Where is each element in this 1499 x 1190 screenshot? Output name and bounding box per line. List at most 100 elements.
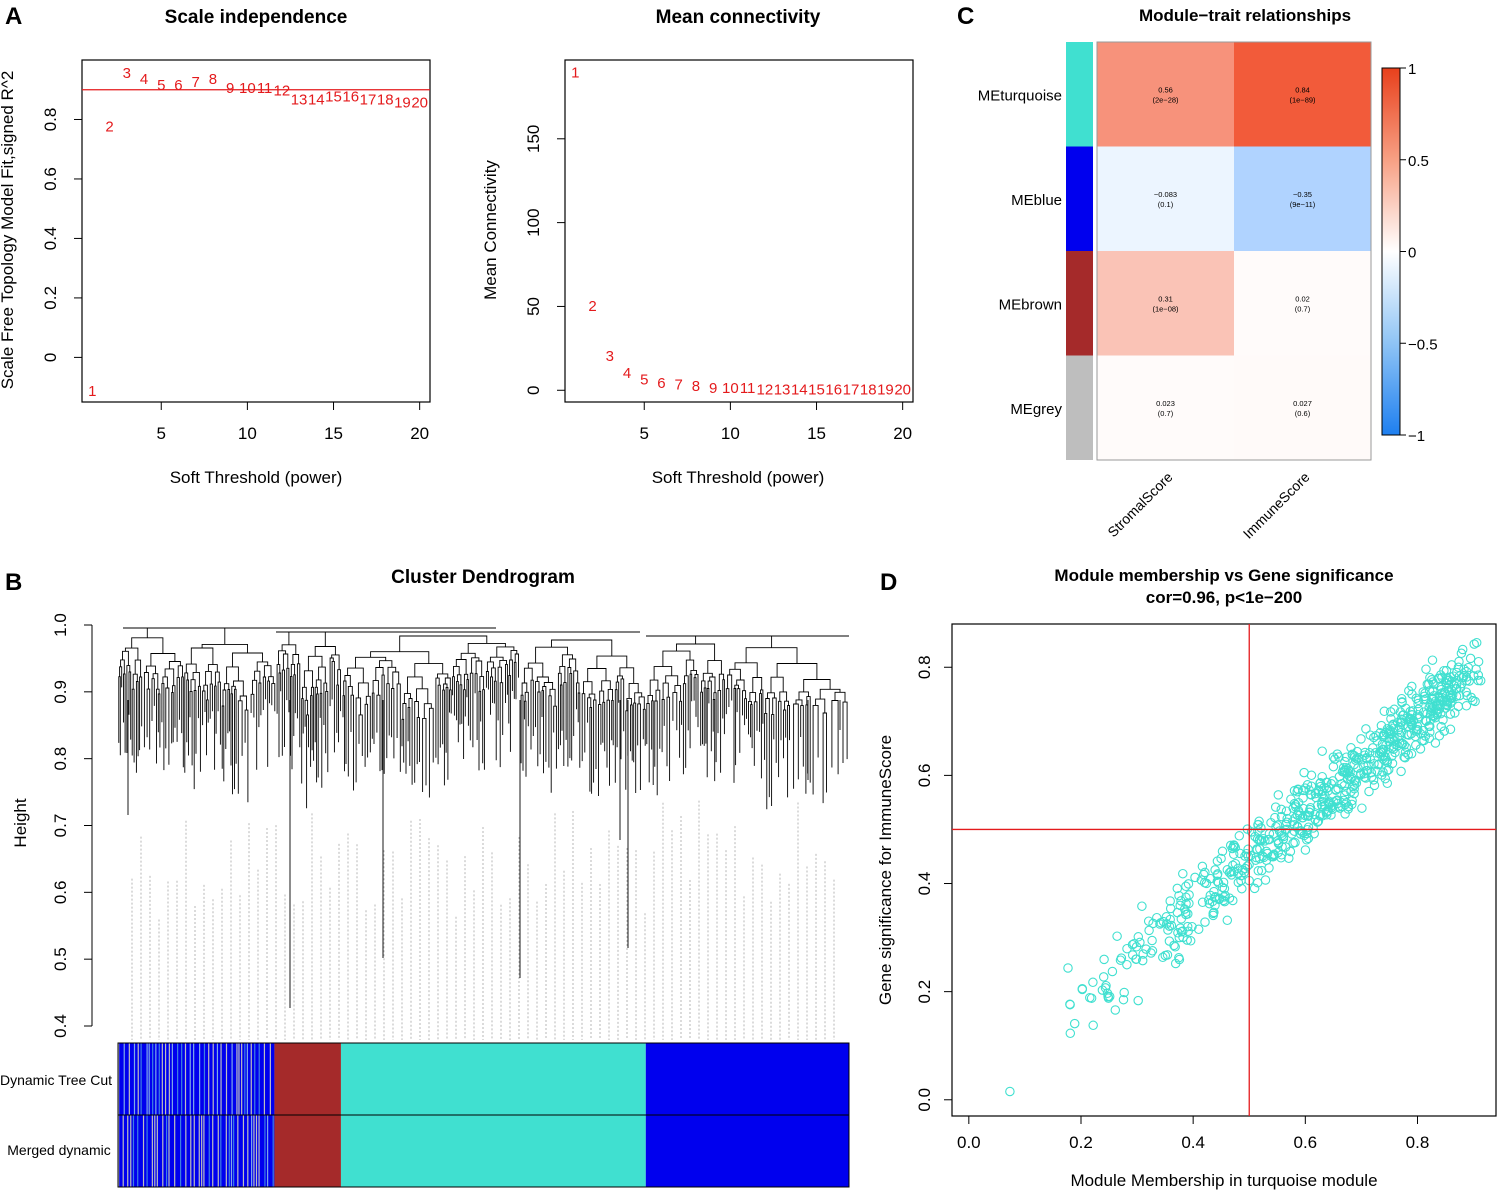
sc-point [1197, 861, 1208, 872]
cluster-dendrogram: Cluster Dendrogram 0.4 0.5 0.6 0.7 0.8 0.9 1.0… [0, 567, 850, 1188]
sc-point [1306, 790, 1317, 800]
sc-point [1252, 844, 1262, 854]
sc-point [1183, 926, 1193, 936]
sc-point [1349, 776, 1360, 786]
si-point: 8 [209, 71, 217, 88]
sc-point [1253, 866, 1264, 876]
sc-point [1333, 801, 1344, 812]
sc-point [1234, 831, 1245, 841]
mc-point: 13 [774, 382, 791, 399]
sc-point [1459, 664, 1469, 675]
mc-point: 7 [675, 377, 683, 394]
sc-point [1122, 959, 1132, 970]
sc-xtick-label: 0.4 [1181, 1133, 1205, 1152]
sc-point [1249, 883, 1260, 894]
dg-ytick-label: 0.5 [51, 947, 70, 971]
si-xtick-label: 5 [157, 424, 166, 443]
sc-point [1451, 679, 1462, 689]
dg-module-stripe [133, 1043, 136, 1115]
sc-point [1170, 942, 1180, 952]
sc-point [1369, 780, 1380, 791]
sc-point [1300, 810, 1310, 821]
mc-xtick-label: 10 [721, 424, 740, 443]
mt-cell-pvalue: (0.6) [1295, 409, 1311, 418]
dg-module-stripe [251, 1115, 253, 1187]
sc-point [1411, 740, 1421, 750]
dg-module-stripe [203, 1115, 205, 1187]
sc-point [1110, 1005, 1121, 1015]
mc-ytick-label: 0 [524, 386, 543, 395]
sc-point [1347, 799, 1357, 810]
sc-point [1196, 875, 1207, 885]
sc-point [1137, 955, 1148, 966]
sc-point [1430, 738, 1441, 748]
sc-point [1376, 720, 1387, 731]
sc-point [1182, 921, 1193, 932]
dg-module-stripe [244, 1043, 246, 1115]
dg-row-label-dynamic: Dynamic Tree Cut [0, 1072, 112, 1088]
mt-column-label: StromalScore [1104, 469, 1175, 540]
mc-point: 5 [640, 372, 648, 389]
sc-point [1344, 771, 1355, 781]
sc-point [1065, 999, 1075, 1010]
mt-cell-value: 0.56 [1158, 85, 1173, 94]
sc-point [1302, 810, 1313, 821]
dg-module-stripe [233, 1115, 235, 1187]
sc-point [1389, 704, 1399, 715]
sc-point [1176, 927, 1187, 937]
sc-point [1450, 708, 1460, 718]
dg-module-stripe [193, 1043, 195, 1115]
dg-module-stripe [130, 1115, 132, 1187]
sc-point [1213, 878, 1224, 888]
mc-point: 19 [877, 382, 894, 399]
sc-plot-box [951, 623, 1497, 1117]
sc-point [1235, 848, 1245, 859]
sc-point [1209, 886, 1219, 897]
sc-point [1184, 890, 1194, 900]
sc-point [1471, 637, 1482, 648]
mt-cell [1097, 355, 1234, 460]
sc-point [1276, 853, 1286, 863]
si-xtick-label: 20 [410, 424, 429, 443]
sc-point [1119, 987, 1129, 998]
sc-point [1097, 985, 1108, 995]
dg-module-stripe [225, 1043, 228, 1115]
sc-point [1226, 866, 1236, 877]
mc-point: 17 [843, 382, 860, 399]
sc-point [1362, 765, 1373, 776]
sc-point [1226, 870, 1237, 880]
dg-module-stripe [146, 1043, 148, 1115]
sc-point [1382, 778, 1393, 789]
sc-point [1147, 946, 1158, 956]
sc-point [1378, 767, 1388, 777]
sc-point [1176, 896, 1186, 906]
sc-point [1352, 746, 1362, 757]
sc-point [1181, 881, 1191, 892]
sc-point [1471, 664, 1481, 674]
sc-point [1411, 724, 1422, 735]
si-point: 1 [88, 383, 96, 400]
sc-point [1465, 653, 1476, 664]
sc-point [1388, 723, 1399, 733]
sc-point [1334, 752, 1344, 762]
dg-module-stripe [264, 1115, 266, 1187]
mt-cell-value: 0.027 [1293, 399, 1312, 408]
sc-point [1469, 639, 1479, 649]
mt-cell-value: 0.02 [1295, 294, 1310, 303]
dg-module-stripe [154, 1115, 156, 1187]
sc-point [1299, 767, 1309, 778]
sc-point [1284, 853, 1294, 864]
sc-point [1396, 727, 1406, 738]
sc-point [1365, 754, 1375, 764]
sc-point [1310, 809, 1320, 820]
sc-point [1457, 644, 1468, 655]
dg-module-stripe [128, 1043, 130, 1115]
mc-title: Mean connectivity [656, 7, 821, 28]
sc-point [1418, 687, 1428, 697]
si-point: 18 [377, 92, 394, 109]
sc-point [1445, 724, 1456, 735]
si-point: 11 [257, 80, 273, 97]
sc-point [1229, 840, 1239, 850]
dg-module-stripe [165, 1115, 168, 1187]
mc-point: 10 [722, 380, 739, 397]
